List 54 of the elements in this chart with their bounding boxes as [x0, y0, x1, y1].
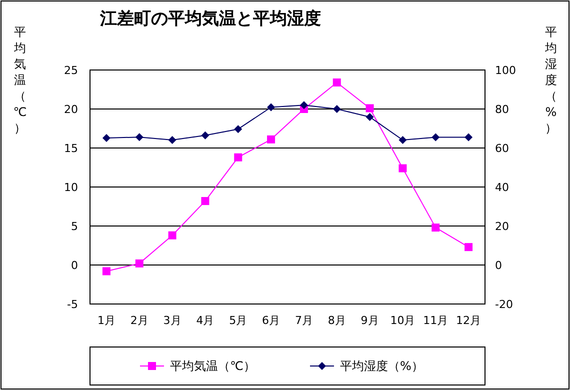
point: [135, 259, 144, 268]
point: [201, 131, 210, 140]
point: [102, 267, 110, 276]
point: [135, 133, 144, 142]
point: [432, 224, 440, 232]
point: [267, 135, 276, 144]
y-tick-label: 5: [71, 220, 78, 233]
x-tick-label: 4月: [196, 314, 214, 327]
y2-tick-label: 0: [495, 259, 502, 272]
point: [432, 133, 440, 142]
y-tick-label: 25: [64, 64, 78, 77]
x-tick-label: 9月: [360, 314, 379, 327]
point: [398, 136, 407, 144]
point: [168, 136, 176, 144]
x-tick-label: 7月: [294, 314, 313, 327]
y-tick-label: 0: [71, 259, 78, 272]
y2-tick-label: 20: [495, 220, 509, 233]
legend-label: 平均気温（℃）: [170, 359, 256, 373]
point: [234, 153, 242, 162]
point: [267, 103, 276, 112]
x-tick-label: 8月: [328, 314, 346, 327]
x-tick-label: 2月: [130, 314, 148, 327]
x-tick-label: 5月: [229, 314, 248, 327]
point: [332, 105, 341, 113]
y-tick-label: 20: [64, 103, 78, 116]
y2-tick-label: 60: [495, 142, 509, 155]
x-tick-label: 12月: [456, 314, 482, 327]
y2-tick-label: 40: [495, 181, 509, 194]
point: [398, 164, 407, 172]
legend-label: 平均湿度（%）: [340, 359, 424, 373]
title: 江差町の平均気温と平均湿度: [100, 9, 321, 28]
point: [234, 125, 242, 134]
point: [366, 112, 374, 121]
point: [168, 231, 176, 240]
y-tick-label: 10: [64, 181, 78, 194]
point: [102, 134, 110, 142]
point: [366, 104, 374, 112]
y2label: 平均湿度（%）: [545, 25, 557, 135]
y2-tick-label: 80: [495, 103, 509, 116]
point: [300, 101, 308, 110]
point: [201, 197, 210, 206]
y-tick-label: -5: [67, 298, 78, 311]
ylabel: 平均気温（℃）: [13, 25, 27, 135]
y2-tick-label: 100: [495, 64, 516, 77]
x-tick-label: 10月: [390, 314, 416, 327]
y-tick-label: 15: [64, 142, 78, 155]
point: [464, 243, 473, 252]
x-tick-label: 11月: [423, 314, 448, 327]
point: [332, 78, 341, 86]
x-tick-label: 6月: [262, 314, 280, 327]
point: [464, 133, 473, 142]
x-tick-label: 1月: [97, 314, 116, 327]
x-tick-label: 3月: [163, 314, 182, 327]
y2-tick-label: -20: [495, 298, 513, 311]
